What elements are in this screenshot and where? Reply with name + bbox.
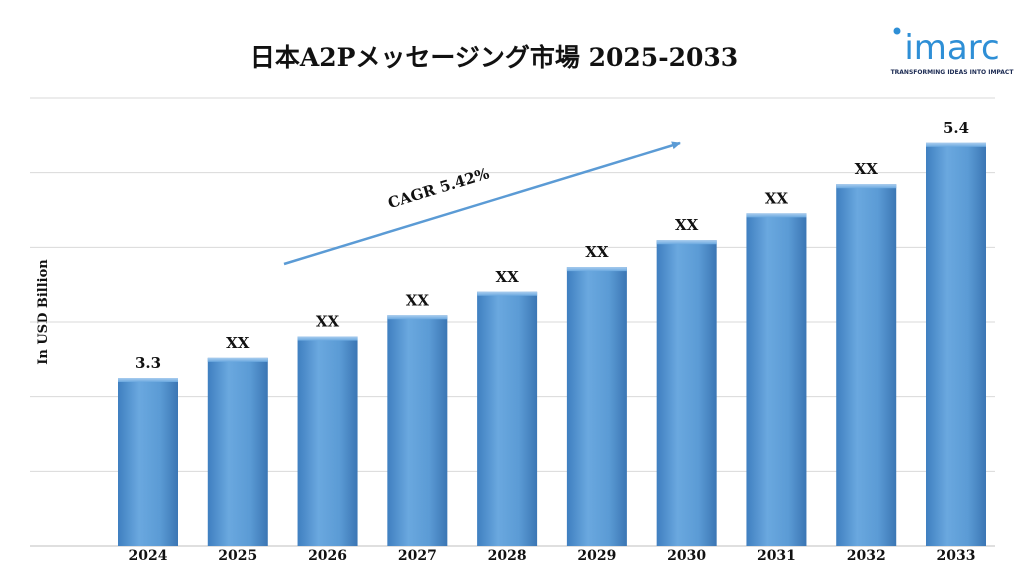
data-label-2032: XX — [855, 160, 879, 178]
data-label-2031: XX — [765, 189, 789, 207]
cagr-arrow — [283, 141, 681, 266]
x-tick-2024: 2024 — [129, 548, 168, 564]
x-tick-2026: 2026 — [308, 548, 347, 564]
x-tick-2028: 2028 — [488, 548, 527, 564]
logo-wordmark: imarc — [904, 28, 999, 68]
chart-title: 日本A2Pメッセージング市場 2025-2033 — [250, 43, 738, 72]
bar-top-2031 — [746, 213, 807, 218]
data-label-2027: XX — [406, 291, 430, 309]
bars — [118, 142, 986, 547]
bar-top-2032 — [836, 184, 897, 189]
logo-dot — [893, 27, 901, 35]
y-axis-label: In USD Billion — [36, 259, 51, 365]
data-label-2029: XX — [585, 243, 609, 261]
bar-2028 — [477, 291, 538, 546]
x-tick-2029: 2029 — [577, 548, 616, 564]
imarc-logo: imarc TRANSFORMING IDEAS INTO IMPACT — [891, 28, 1015, 76]
bar-2031 — [746, 213, 807, 547]
bar-top-2024 — [118, 378, 178, 382]
cagr-annotation: CAGR 5.42% — [283, 141, 681, 266]
bar-top-2033 — [926, 142, 986, 147]
x-tick-2025: 2025 — [218, 548, 257, 564]
data-label-2028: XX — [495, 268, 519, 286]
data-label-2033: 5.4 — [943, 119, 969, 137]
logo-tagline: TRANSFORMING IDEAS INTO IMPACT — [891, 69, 1015, 76]
x-tick-2032: 2032 — [847, 548, 886, 564]
bar-top-2029 — [566, 267, 627, 272]
bar-top-2027 — [387, 315, 448, 320]
x-tick-2031: 2031 — [757, 548, 796, 564]
data-label-2025: XX — [226, 334, 250, 352]
bar-2024 — [118, 378, 178, 546]
data-label-2030: XX — [675, 216, 699, 234]
bar-2029 — [566, 267, 627, 546]
x-tick-2030: 2030 — [667, 548, 706, 564]
data-label-2026: XX — [316, 313, 340, 331]
bar-2025 — [207, 357, 268, 546]
data-label-2024: 3.3 — [135, 354, 161, 372]
data-labels: 3.3 XX XX XX XX XX XX XX XX 5.4 — [135, 119, 969, 372]
x-tick-2027: 2027 — [398, 548, 437, 564]
bar-top-2028 — [477, 291, 538, 296]
bar-top-2025 — [207, 357, 268, 362]
x-tick-labels: 2024 2025 2026 2027 2028 2029 2030 2031 2032 2033 — [129, 548, 976, 564]
bar-2032 — [836, 184, 897, 547]
bar-2030 — [656, 240, 717, 547]
bar-2026 — [297, 336, 358, 546]
bar-top-2030 — [656, 240, 717, 245]
bar-2033 — [926, 142, 986, 547]
x-tick-2033: 2033 — [937, 548, 976, 564]
bar-2027 — [387, 315, 448, 546]
bar-top-2026 — [297, 336, 358, 341]
